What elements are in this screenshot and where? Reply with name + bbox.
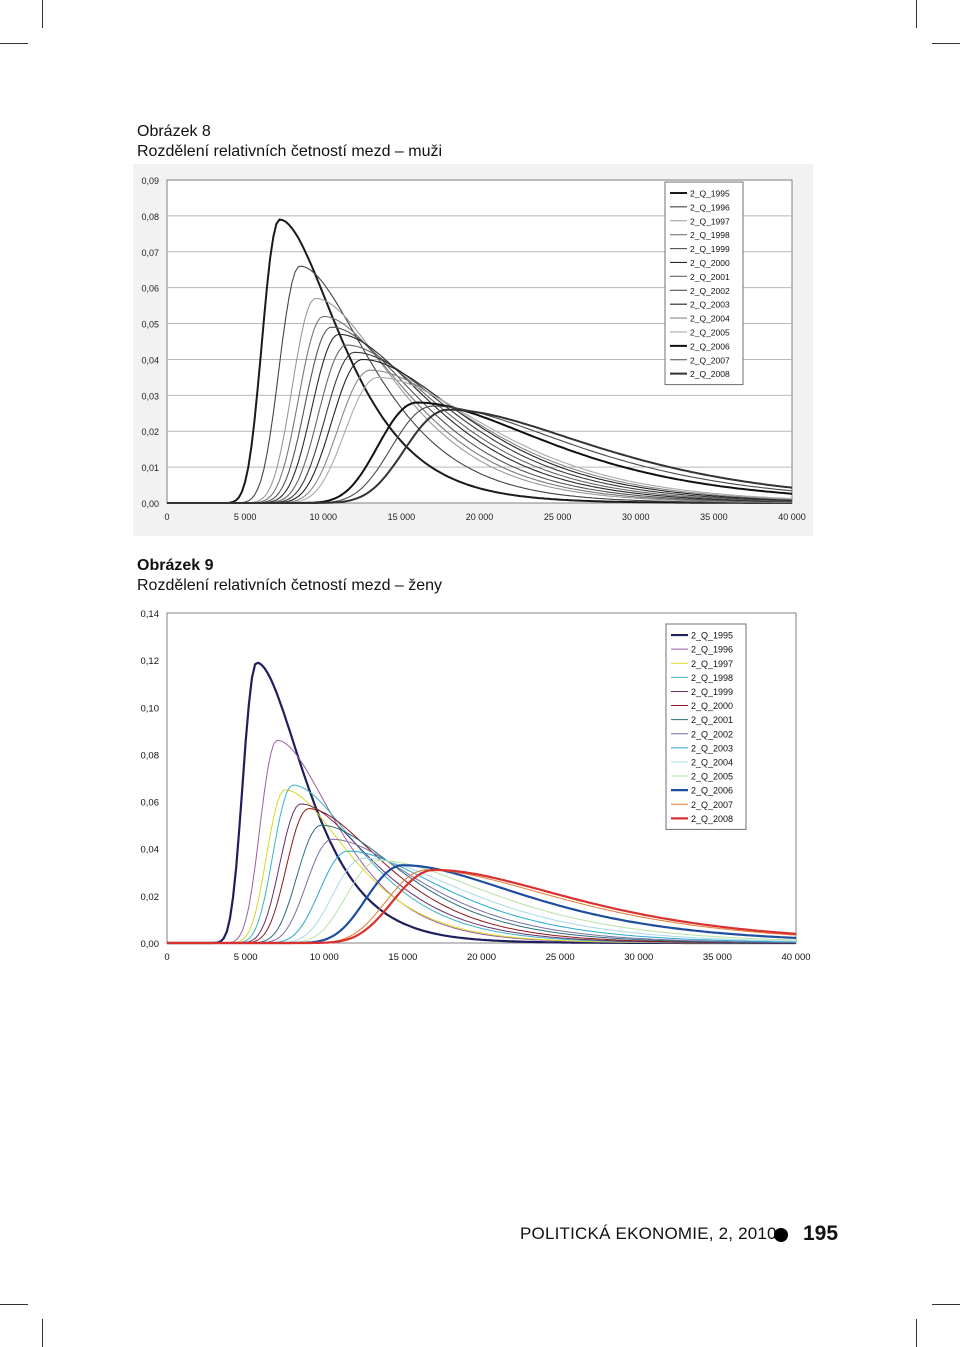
x-tick-label: 20 000: [467, 952, 496, 963]
y-tick-label: 0,00: [141, 499, 159, 509]
figure-9-label: Obrázek 9: [137, 557, 214, 574]
y-tick-label: 0,04: [141, 355, 159, 365]
legend-label: 2_Q_1996: [691, 645, 733, 655]
legend-label: 2_Q_2001: [690, 272, 730, 282]
x-tick-label: 35 000: [703, 952, 732, 963]
y-tick-label: 0,03: [141, 391, 159, 401]
series-line: [167, 297, 792, 504]
legend-label: 2_Q_1997: [691, 659, 733, 669]
x-tick-label: 5 000: [234, 512, 257, 522]
legend-label: 2_Q_2003: [690, 300, 730, 310]
series-line: [167, 868, 797, 945]
legend-label: 2_Q_1995: [690, 188, 730, 198]
x-tick-label: 40 000: [781, 952, 810, 963]
series-line: [167, 326, 792, 504]
legend-label: 2_Q_1999: [690, 244, 730, 254]
crop-mark: [42, 0, 43, 28]
y-tick-label: 0,10: [141, 703, 160, 714]
x-tick-label: 25 000: [546, 952, 575, 963]
series-line: [167, 408, 793, 504]
crop-mark: [916, 1319, 917, 1347]
chart-men: 0,00 0,01 0,02 0,03 0,04 0,05 0,06 0,07 0,08 0,09…: [133, 164, 813, 536]
crop-mark: [932, 1304, 960, 1305]
legend-label: 2_Q_1998: [690, 230, 730, 240]
legend-box: [664, 181, 744, 386]
x-tick-label: 25 000: [544, 512, 572, 522]
crop-mark: [0, 1304, 28, 1305]
y-tick-label: 0,07: [141, 248, 159, 258]
y-tick-label: 0,05: [141, 320, 159, 330]
series-line: [167, 838, 796, 944]
legend-label: 2_Q_2002: [690, 286, 730, 296]
legend-label: 2_Q_2008: [691, 814, 733, 824]
y-tick-label: 0,06: [141, 284, 159, 294]
bullet-icon: [774, 1228, 788, 1242]
legend-label: 2_Q_1998: [691, 673, 733, 683]
y-tick-label: 0,01: [141, 463, 159, 473]
x-tick-label: 40 000: [778, 512, 806, 522]
legend-label: 2_Q_2002: [691, 729, 733, 739]
x-tick-label: 10 000: [309, 512, 337, 522]
chart-women: 0,00 0,02 0,04 0,06 0,08 0,10 0,12 0,14 0 5 000 10…: [141, 609, 811, 963]
x-tick-label: 15 000: [388, 952, 417, 963]
y-tick-label: 0,09: [141, 176, 159, 186]
x-tick-label: 35 000: [700, 512, 728, 522]
x-tick-label: 30 000: [622, 512, 650, 522]
legend-label: 2_Q_2006: [691, 786, 733, 796]
y-tick-label: 0,04: [141, 845, 160, 856]
legend-label: 2_Q_2007: [691, 800, 733, 810]
legend-label: 2_Q_2006: [690, 341, 730, 351]
legend-label: 2_Q_1996: [690, 202, 730, 212]
y-tick-label: 0,02: [141, 892, 160, 903]
legend-label: 2_Q_2007: [690, 355, 730, 365]
y-tick-label: 0,12: [141, 656, 160, 667]
y-tick-label: 0,08: [141, 750, 160, 761]
legend-label: 2_Q_2000: [691, 701, 733, 711]
series-line: [167, 218, 792, 504]
x-tick-label: 10 000: [310, 952, 339, 963]
x-tick-label: 15 000: [388, 512, 416, 522]
y-tick-label: 0,02: [141, 427, 159, 437]
figure-8-label: Obrázek 8: [137, 123, 211, 140]
x-tick-label: 5 000: [234, 952, 258, 963]
series-line: [167, 824, 797, 944]
x-tick-label: 20 000: [466, 512, 494, 522]
series-line: [167, 808, 797, 944]
x-tick-label: 30 000: [624, 952, 653, 963]
legend-label: 2_Q_2008: [690, 369, 730, 379]
y-tick-label: 0,08: [141, 212, 159, 222]
legend-label: 2_Q_2001: [691, 715, 733, 725]
figure-8-title: Rozdělení relativních četností mezd – mu…: [137, 143, 443, 160]
page-number: 195: [803, 1222, 839, 1245]
legend-label: 2_Q_1999: [691, 687, 733, 697]
legend-label: 2_Q_2004: [691, 757, 733, 767]
series-line: [167, 333, 793, 504]
crop-mark: [42, 1319, 43, 1347]
series-line: [167, 315, 792, 504]
legend-label: 2_Q_2003: [691, 743, 733, 753]
legend-label: 2_Q_1997: [690, 216, 730, 226]
journal-footer: POLITICKÁ EKONOMIE, 2, 2010: [520, 1224, 777, 1243]
crop-mark: [932, 43, 960, 44]
y-tick-label: 0,06: [141, 798, 160, 809]
crop-mark: [916, 0, 917, 28]
x-tick-label: 0: [164, 952, 169, 963]
legend-label: 2_Q_2004: [690, 314, 730, 324]
legend-label: 2_Q_2005: [691, 772, 733, 782]
legend-label: 2_Q_1995: [691, 631, 733, 641]
y-tick-label: 0,00: [141, 939, 160, 950]
legend-label: 2_Q_2000: [690, 258, 730, 268]
x-tick-label: 0: [164, 512, 169, 522]
crop-mark: [0, 43, 28, 44]
figure-9-title: Rozdělení relativních četností mezd – že…: [137, 577, 443, 594]
legend-box: [665, 623, 747, 830]
y-tick-label: 0,14: [141, 609, 160, 620]
series-line: [167, 265, 792, 504]
legend-label: 2_Q_2005: [690, 327, 730, 337]
